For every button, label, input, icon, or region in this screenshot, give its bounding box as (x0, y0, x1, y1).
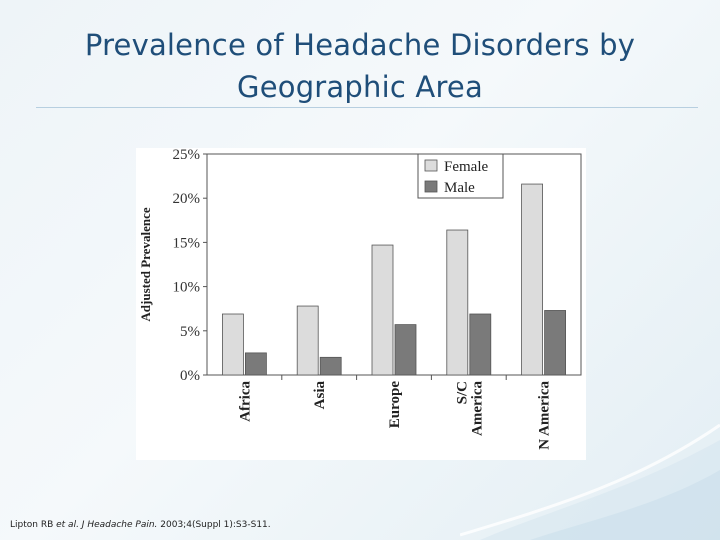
legend-swatch (424, 180, 438, 193)
title-divider (36, 107, 698, 108)
bar-female (521, 183, 544, 376)
chart-panel: 0% 5% 10% 15% 20% 25% Adjusted Prevalence Afric… (136, 147, 586, 460)
slide-title-line-1: Prevalence of Headache Disorders by (84, 28, 636, 62)
slide-title: Prevalence of Headache Disorders by Geog… (0, 24, 720, 108)
x-tick-label: America (469, 381, 485, 436)
decorative-swoosh (460, 423, 720, 540)
y-tick-label: 0% (180, 368, 200, 384)
bar-female (296, 305, 319, 376)
y-tick-label: 5% (180, 324, 200, 340)
citation-authors: Lipton RB (10, 520, 57, 530)
y-tick-label: 20% (173, 191, 201, 207)
citation: Lipton RB et al. J Headache Pain. 2003;4… (10, 520, 271, 530)
bar-male (544, 310, 567, 376)
y-axis-label: Adjusted Prevalence (138, 207, 153, 321)
legend-label: Female (444, 159, 488, 175)
bar-female (371, 244, 394, 376)
bar-male (319, 356, 342, 376)
citation-journal: J Headache Pain. (78, 520, 158, 530)
x-tick-label: Europe (387, 381, 403, 429)
bar-chart: 0% 5% 10% 15% 20% 25% Adjusted Prevalence Afric… (138, 147, 582, 450)
plot-frame (206, 153, 582, 376)
x-tick-label: Asia (312, 381, 328, 410)
legend-label: Male (444, 180, 475, 196)
y-tick-label: 25% (173, 148, 201, 163)
y-tick-label: 10% (173, 280, 201, 296)
citation-reference: 2003;4(Suppl 1):S3-S11. (157, 520, 271, 530)
x-tick-label: Africa (237, 381, 253, 422)
bar-female (446, 229, 469, 376)
bar-female (222, 313, 244, 376)
x-tick-label: N America (537, 381, 553, 450)
citation-etal: et al. (56, 520, 79, 530)
bar-male (469, 313, 492, 376)
y-tick-label: 15% (173, 235, 201, 251)
x-tick-label: S/C (454, 381, 470, 404)
bar-male (394, 324, 417, 376)
slide-title-line-2: Geographic Area (237, 70, 483, 104)
bar-male (245, 352, 267, 376)
legend-swatch (424, 159, 438, 172)
